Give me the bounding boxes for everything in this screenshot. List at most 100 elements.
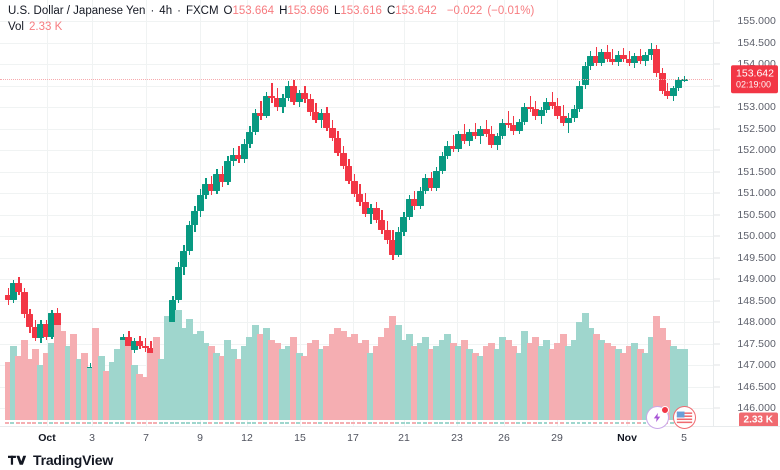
time-strip-segment bbox=[32, 422, 37, 424]
candle-body bbox=[394, 231, 402, 256]
time-strip-segment bbox=[455, 422, 460, 424]
horizontal-gridline bbox=[0, 214, 714, 216]
time-strip-segment bbox=[631, 422, 636, 424]
candlestick bbox=[367, 0, 375, 426]
time-tick-label: 26 bbox=[498, 432, 510, 444]
time-strip-segment bbox=[450, 422, 455, 424]
volume-label: Vol bbox=[8, 20, 24, 33]
volume-bar bbox=[251, 324, 259, 420]
time-strip-segment bbox=[92, 422, 97, 424]
volume-bar bbox=[268, 340, 276, 420]
volume-bar bbox=[70, 334, 78, 420]
volume-value-badge[interactable]: 2.33 K bbox=[738, 412, 778, 428]
volume-bar bbox=[581, 312, 589, 420]
volume-bar bbox=[554, 343, 562, 420]
volume-bar bbox=[543, 340, 551, 420]
candlestick bbox=[669, 0, 677, 426]
price-axis[interactable]: 155.000154.500154.000153.500153.000152.5… bbox=[713, 0, 780, 428]
time-strip-segment bbox=[147, 422, 152, 424]
volume-bar bbox=[42, 352, 50, 420]
volume-bar bbox=[559, 334, 567, 420]
candlestick bbox=[268, 0, 276, 426]
candle-body bbox=[422, 177, 430, 191]
time-strip-segment bbox=[395, 422, 400, 424]
time-strip-segment bbox=[175, 422, 180, 424]
price-tick-label: 150.500 bbox=[737, 208, 776, 221]
price-tick-dash bbox=[714, 364, 720, 366]
candle-body bbox=[20, 291, 28, 315]
price-tick-label: 149.500 bbox=[737, 251, 776, 264]
time-strip-segment bbox=[620, 422, 625, 424]
volume-bar bbox=[383, 328, 391, 420]
candle-body bbox=[317, 113, 325, 120]
candlestick bbox=[493, 0, 501, 426]
candle-body bbox=[433, 170, 441, 188]
volume-bar bbox=[504, 340, 512, 420]
time-strip-segment bbox=[642, 422, 647, 424]
candle-body bbox=[180, 251, 188, 267]
candle-body bbox=[306, 99, 314, 113]
volume-bar bbox=[642, 352, 650, 420]
candle-body bbox=[323, 113, 331, 128]
time-strip-segment bbox=[274, 422, 279, 424]
volume-bar bbox=[482, 346, 490, 420]
volume-bar bbox=[202, 343, 210, 420]
current-price-badge-time: 02:19:00 bbox=[736, 79, 772, 90]
volume-bar bbox=[455, 346, 463, 420]
candlestick bbox=[466, 0, 474, 426]
candle-body bbox=[405, 199, 413, 217]
tradingview-logo-icon bbox=[8, 455, 27, 465]
candlestick bbox=[284, 0, 292, 426]
volume-bar bbox=[565, 346, 573, 420]
volume-bar bbox=[636, 349, 644, 420]
time-strip-segment bbox=[296, 422, 301, 424]
current-price-badge[interactable]: 153.642 02:19:00 bbox=[731, 65, 778, 94]
time-tick-label: 9 bbox=[197, 432, 203, 444]
candle-body bbox=[592, 56, 600, 64]
candlestick bbox=[235, 0, 243, 426]
candle-body bbox=[42, 324, 50, 337]
us-flag-icon[interactable] bbox=[673, 406, 696, 429]
time-strip-segment bbox=[582, 422, 586, 424]
chart-plot-area[interactable] bbox=[0, 0, 714, 426]
time-strip-segment bbox=[554, 422, 559, 424]
time-strip-segment bbox=[461, 422, 466, 424]
time-axis[interactable]: Oct 3 7 9 12 15 17 21 23 26 29 Nov 5 bbox=[0, 426, 780, 451]
time-strip-segment bbox=[37, 422, 42, 424]
volume-bar bbox=[158, 358, 166, 420]
time-strip-segment bbox=[257, 422, 262, 424]
candle-body bbox=[427, 177, 435, 188]
time-strip-segment bbox=[362, 422, 367, 424]
volume-bar bbox=[218, 355, 226, 420]
flash-icon[interactable] bbox=[646, 406, 669, 429]
candle-body bbox=[207, 183, 215, 191]
time-strip-segment bbox=[241, 422, 246, 424]
time-strip-segment bbox=[208, 422, 213, 424]
volume-bar bbox=[389, 315, 397, 420]
candle-body bbox=[367, 208, 375, 214]
candle-body bbox=[565, 117, 573, 124]
time-strip-segment bbox=[120, 422, 125, 424]
interval-label[interactable]: 4h bbox=[159, 5, 173, 17]
candle-wick bbox=[507, 111, 509, 129]
candle-body bbox=[625, 58, 633, 64]
time-tick-label: 7 bbox=[143, 432, 149, 444]
candlestick bbox=[592, 0, 600, 426]
horizontal-gridline bbox=[0, 279, 714, 280]
candle-body bbox=[631, 56, 639, 64]
candle-body bbox=[262, 96, 270, 116]
candlestick bbox=[521, 0, 529, 426]
candlestick bbox=[532, 0, 540, 426]
volume-bar bbox=[433, 346, 441, 420]
candle-body bbox=[460, 133, 468, 141]
time-strip-segment bbox=[626, 422, 630, 424]
volume-bar bbox=[75, 358, 83, 420]
price-tick-dash bbox=[714, 106, 720, 108]
candle-wick bbox=[260, 100, 262, 120]
volume-bar bbox=[334, 328, 342, 420]
chart-legend: U.S. Dollar / Japanese Yen · 4h · FXCM O153.6… bbox=[8, 4, 534, 35]
symbol-title[interactable]: U.S. Dollar / Japanese Yen bbox=[8, 5, 146, 17]
time-strip-segment bbox=[499, 422, 504, 424]
volume-bar bbox=[576, 321, 584, 420]
time-tick-label: Nov bbox=[617, 432, 637, 444]
